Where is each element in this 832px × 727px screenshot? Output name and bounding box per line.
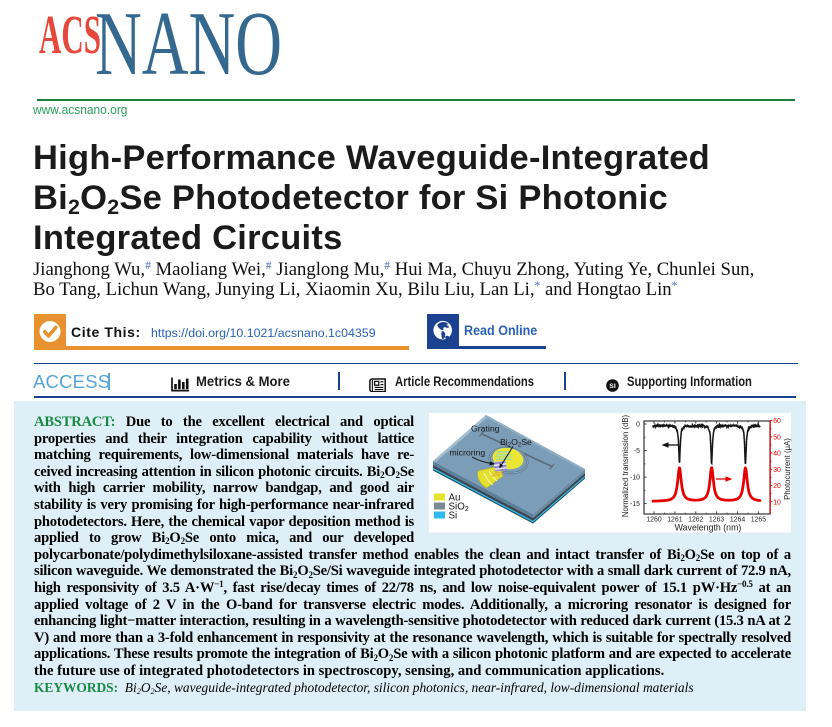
svg-text:SiO2: SiO2 <box>449 502 469 514</box>
svg-text:Grating: Grating <box>471 424 500 434</box>
svg-text:microring: microring <box>450 448 486 458</box>
svg-text:30: 30 <box>773 467 781 474</box>
svg-text:10: 10 <box>773 499 781 506</box>
svg-text:1263: 1263 <box>709 517 724 524</box>
svg-text:ACS: ACS <box>39 4 101 65</box>
svg-text:Wavelength (nm): Wavelength (nm) <box>675 523 742 533</box>
svg-text:-15: -15 <box>630 501 640 508</box>
svg-text:40: 40 <box>773 451 781 458</box>
svg-text:1262: 1262 <box>688 517 703 524</box>
svg-text:1260: 1260 <box>646 517 661 524</box>
svg-text:-5: -5 <box>634 448 640 455</box>
svg-text:-10: -10 <box>630 475 640 482</box>
svg-text:1261: 1261 <box>667 517 682 524</box>
svg-text:Bi2O2Se: Bi2O2Se <box>500 437 532 449</box>
svg-text:Normalized transmission (dB): Normalized transmission (dB) <box>621 414 630 517</box>
svg-text:1264: 1264 <box>730 517 745 524</box>
svg-text:NANO: NANO <box>95 0 282 94</box>
svg-text:60: 60 <box>773 418 781 425</box>
svg-text:Photocurrent (μA): Photocurrent (μA) <box>783 438 792 500</box>
svg-text:Au: Au <box>449 493 461 504</box>
svg-text:50: 50 <box>773 434 781 441</box>
svg-text:0: 0 <box>636 422 640 429</box>
svg-text:Si: Si <box>449 511 458 522</box>
svg-text:SI: SI <box>609 383 616 390</box>
svg-text:1265: 1265 <box>751 517 766 524</box>
svg-text:20: 20 <box>773 483 781 490</box>
